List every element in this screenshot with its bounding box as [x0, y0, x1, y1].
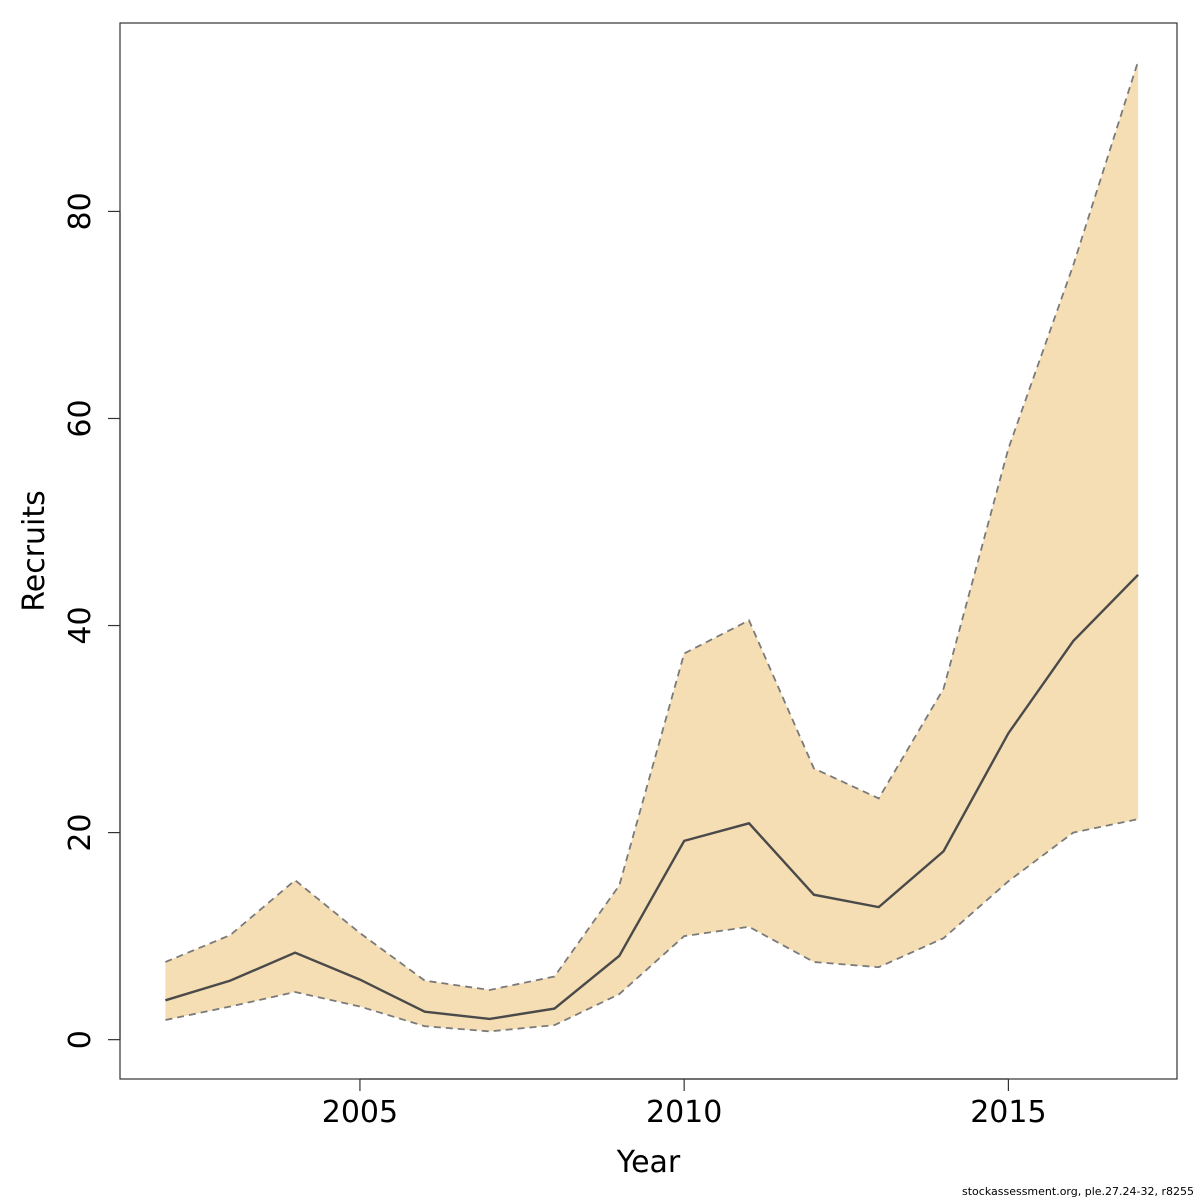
lines-layer — [165, 61, 1139, 1033]
x-tick-label: 2005 — [322, 1095, 398, 1130]
confidence-band-layer — [165, 61, 1139, 1032]
y-axis-title: Recruits — [17, 490, 52, 612]
upper-bound-line — [165, 61, 1139, 991]
footer-note: stockassessment.org, ple.27.24-32, r8255 — [962, 1185, 1194, 1198]
x-axis: 2005 2010 2015 — [322, 1078, 1047, 1130]
y-axis: 0 20 40 60 80 — [63, 192, 121, 1049]
confidence-band — [165, 61, 1139, 1032]
x-tick-label: 2010 — [646, 1095, 722, 1130]
y-tick-label: 0 — [63, 1030, 98, 1049]
x-axis-title: Year — [616, 1145, 681, 1180]
y-tick-label: 80 — [63, 192, 98, 230]
y-tick-label: 60 — [63, 399, 98, 437]
x-tick-label: 2015 — [970, 1095, 1046, 1130]
estimate-line — [165, 573, 1139, 1021]
y-tick-label: 40 — [63, 606, 98, 644]
y-tick-label: 20 — [63, 814, 98, 852]
